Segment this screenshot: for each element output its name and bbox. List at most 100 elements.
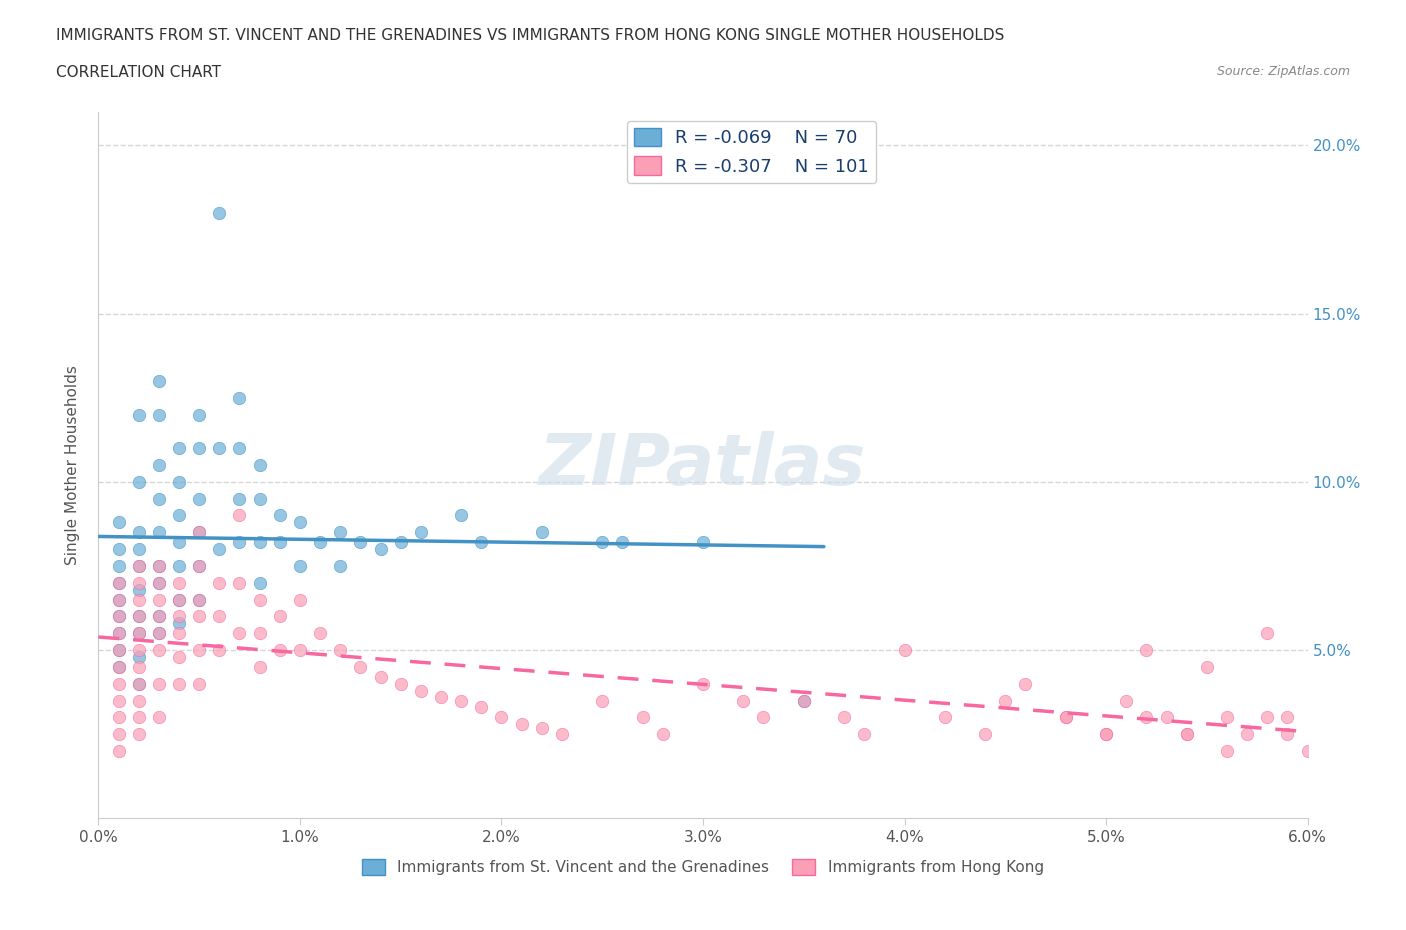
Point	[188, 525, 211, 539]
Point	[249, 592, 271, 607]
Point	[1216, 710, 1239, 724]
Point	[530, 525, 553, 539]
Point	[128, 626, 150, 641]
Point	[128, 541, 150, 556]
Point	[107, 541, 129, 556]
Point	[409, 525, 432, 539]
Point	[733, 693, 755, 708]
Point	[128, 643, 150, 658]
Point	[188, 525, 211, 539]
Point	[853, 727, 876, 742]
Point	[651, 727, 673, 742]
Point	[631, 710, 654, 724]
Point	[128, 649, 150, 664]
Point	[128, 559, 150, 574]
Point	[148, 525, 170, 539]
Point	[107, 659, 129, 674]
Point	[107, 592, 129, 607]
Text: Source: ZipAtlas.com: Source: ZipAtlas.com	[1216, 65, 1350, 78]
Point	[1095, 727, 1118, 742]
Point	[107, 659, 129, 674]
Point	[107, 559, 129, 574]
Point	[228, 491, 250, 506]
Point	[1135, 710, 1157, 724]
Point	[269, 643, 291, 658]
Point	[188, 609, 211, 624]
Point	[167, 592, 190, 607]
Point	[107, 693, 129, 708]
Point	[994, 693, 1017, 708]
Point	[188, 592, 211, 607]
Point	[128, 659, 150, 674]
Point	[148, 609, 170, 624]
Point	[692, 676, 714, 691]
Point	[269, 609, 291, 624]
Point	[167, 676, 190, 691]
Point	[1216, 744, 1239, 759]
Point	[793, 693, 815, 708]
Point	[551, 727, 574, 742]
Point	[208, 206, 231, 220]
Point	[1095, 727, 1118, 742]
Point	[107, 727, 129, 742]
Point	[893, 643, 915, 658]
Point	[128, 407, 150, 422]
Point	[107, 609, 129, 624]
Point	[167, 616, 190, 631]
Point	[228, 391, 250, 405]
Point	[107, 515, 129, 530]
Text: ZIPatlas: ZIPatlas	[540, 431, 866, 499]
Point	[107, 609, 129, 624]
Point	[249, 458, 271, 472]
Point	[249, 576, 271, 591]
Point	[128, 576, 150, 591]
Point	[188, 676, 211, 691]
Point	[491, 710, 513, 724]
Point	[208, 541, 231, 556]
Point	[148, 609, 170, 624]
Point	[128, 676, 150, 691]
Point	[612, 535, 634, 550]
Point	[167, 609, 190, 624]
Point	[1236, 727, 1258, 742]
Point	[128, 592, 150, 607]
Point	[148, 592, 170, 607]
Point	[188, 441, 211, 456]
Point	[288, 559, 311, 574]
Point	[288, 643, 311, 658]
Point	[148, 643, 170, 658]
Point	[128, 710, 150, 724]
Point	[107, 710, 129, 724]
Point	[430, 690, 453, 705]
Point	[128, 609, 150, 624]
Point	[128, 626, 150, 641]
Point	[349, 659, 371, 674]
Point	[128, 609, 150, 624]
Point	[148, 676, 170, 691]
Point	[1175, 727, 1198, 742]
Point	[188, 559, 211, 574]
Point	[249, 626, 271, 641]
Point	[128, 727, 150, 742]
Point	[591, 535, 613, 550]
Point	[107, 626, 129, 641]
Point	[107, 576, 129, 591]
Point	[167, 474, 190, 489]
Point	[188, 592, 211, 607]
Point	[148, 374, 170, 389]
Point	[167, 592, 190, 607]
Point	[148, 576, 170, 591]
Point	[409, 683, 432, 698]
Point	[329, 525, 352, 539]
Point	[370, 670, 392, 684]
Point	[188, 643, 211, 658]
Point	[107, 643, 129, 658]
Point	[793, 693, 815, 708]
Point	[167, 508, 190, 523]
Point	[107, 643, 129, 658]
Point	[107, 626, 129, 641]
Y-axis label: Single Mother Households: Single Mother Households	[65, 365, 80, 565]
Point	[752, 710, 775, 724]
Point	[167, 441, 190, 456]
Point	[128, 474, 150, 489]
